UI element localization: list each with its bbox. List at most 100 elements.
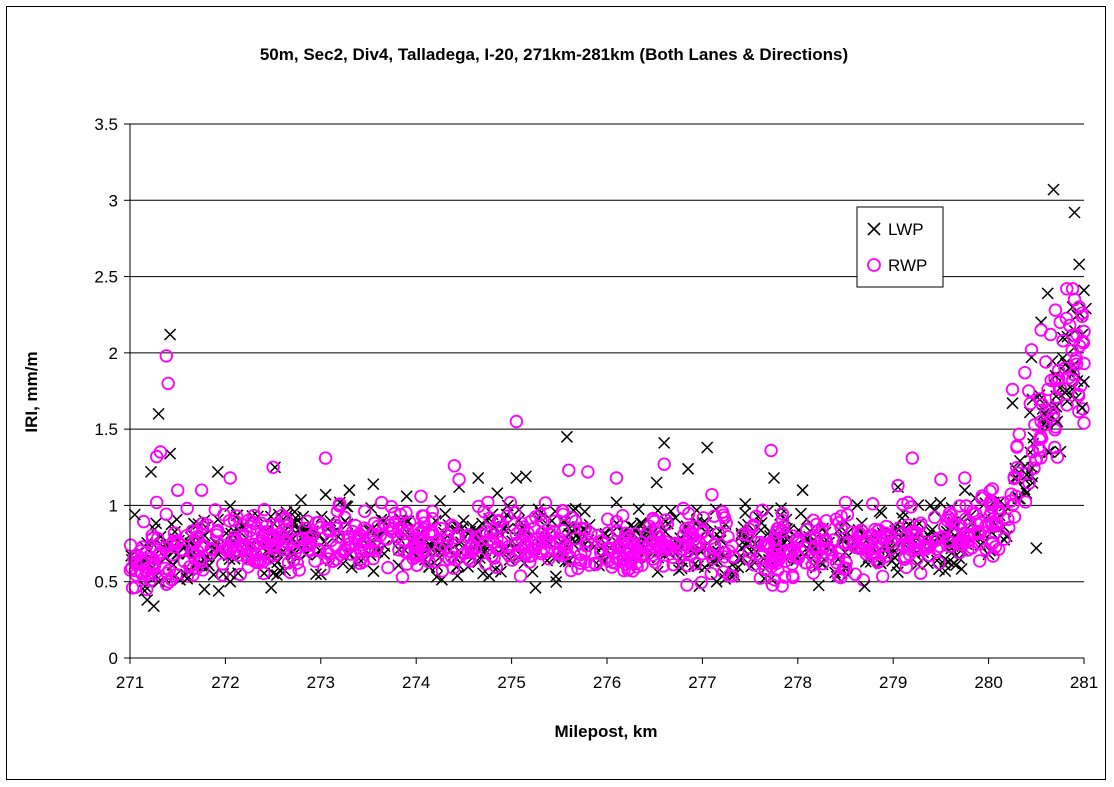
rwp-point-950 (1029, 453, 1044, 467)
rwp-point-520 (840, 508, 855, 522)
rwp-point-738 (434, 521, 449, 536)
rwp-point-489 (509, 527, 524, 541)
rwp-point-550 (564, 510, 579, 525)
rwp-point-948 (1056, 334, 1070, 348)
lwp-point-506 (851, 499, 864, 512)
rwp-point-202 (666, 558, 681, 572)
rwp-point-953 (1050, 373, 1065, 388)
rwp-point-88 (1018, 495, 1033, 509)
rwp-point-554 (896, 497, 910, 512)
rwp-point-456 (494, 535, 509, 549)
rwp-point-582 (276, 539, 291, 554)
rwp-point-549 (771, 521, 786, 536)
rwp-point-713 (682, 540, 696, 555)
rwp-point-261 (605, 560, 619, 574)
lwp-point-813 (1060, 384, 1073, 398)
rwp-point-358 (384, 500, 399, 514)
rwp-point-774 (633, 549, 647, 564)
lwp-point-801 (1020, 468, 1033, 481)
rwp-point-915 (481, 495, 495, 510)
legend-label-rwp: RWP (888, 256, 927, 275)
rwp-point-779 (881, 528, 896, 543)
rwp-point-714 (624, 550, 638, 564)
lwp-point-156 (475, 517, 489, 530)
rwp-point-720 (298, 521, 312, 536)
rwp-point-706 (966, 507, 980, 522)
rwp-point-485 (901, 538, 916, 552)
rwp-point-914 (452, 472, 466, 487)
rwp-point-827 (790, 532, 804, 546)
rwp-point-711 (680, 578, 694, 592)
lwp-point-301 (423, 560, 436, 573)
lwp-point-99 (267, 567, 280, 580)
rwp-point-571 (866, 497, 880, 511)
rwp-point-921 (676, 501, 691, 516)
rwp-point-442 (509, 536, 523, 551)
rwp-point-504 (150, 531, 165, 546)
rwp-point-709 (928, 533, 943, 548)
rwp-point-933 (1024, 343, 1039, 357)
legend-label-lwp: LWP (888, 220, 924, 239)
lwp-point-372 (794, 507, 807, 520)
rwp-point-927 (934, 472, 948, 487)
rwp-point-867 (491, 514, 506, 528)
rwp-point-830 (534, 544, 548, 559)
rwp-point-657 (513, 523, 527, 538)
rwp-point-757 (185, 561, 200, 576)
rwp-point-841 (778, 570, 792, 584)
rwp-point-884 (209, 528, 224, 542)
rwp-point-807 (547, 514, 562, 528)
rwp-point-919 (609, 471, 624, 485)
rwp-point-936 (1043, 327, 1058, 342)
rwp-point-243 (513, 569, 528, 583)
rwp-point-625 (267, 548, 282, 562)
rwp-point-697 (878, 550, 892, 564)
lwp-point-779 (400, 490, 413, 503)
rwp-point-826 (919, 541, 933, 556)
rwp-point-899 (834, 520, 848, 535)
y-tick-label-0: 0 (109, 649, 118, 668)
legend-item-rwp: RWP (867, 256, 927, 275)
lwp-point-771 (224, 575, 237, 588)
rwp-point-808 (301, 542, 316, 557)
rwp-point-923 (764, 443, 778, 458)
rwp-point-204 (1007, 510, 1022, 524)
lwp-point-457 (367, 565, 380, 578)
lwp-point-343 (624, 519, 637, 532)
rwp-point-665 (988, 540, 1003, 554)
rwp-point-535 (717, 550, 732, 564)
rwp-point-825 (667, 538, 682, 552)
rwp-point-898 (417, 516, 431, 530)
rwp-point-883 (531, 537, 546, 552)
lwp-point-366 (739, 506, 752, 520)
y-tick-label-3: 1.5 (94, 420, 118, 439)
lwp-point-793 (710, 575, 723, 588)
rwp-point-628 (403, 516, 417, 530)
lwp-point-782 (472, 471, 485, 485)
rwp-point-578 (125, 581, 140, 595)
rwp-point-905 (170, 483, 185, 497)
lwp-point-770 (212, 584, 225, 597)
rwp-point-845 (542, 552, 556, 566)
rwp-point-95 (932, 556, 946, 570)
x-tick-label-6: 277 (688, 673, 716, 692)
y-tick-label-1: 0.5 (94, 573, 118, 592)
rwp-point-748 (1035, 397, 1049, 412)
lwp-point-762 (152, 407, 165, 420)
y-axis-label: IRI, mm/m (22, 351, 41, 432)
rwp-point-669 (601, 541, 616, 555)
rwp-point-762 (953, 499, 967, 513)
lwp-point-814 (1030, 542, 1043, 555)
rwp-point-598 (417, 509, 431, 523)
rwp-point-775 (308, 554, 322, 568)
lwp-point-255 (294, 493, 308, 506)
rwp-point-539 (217, 508, 231, 522)
rwp-point-197 (538, 496, 553, 510)
rwp-point-814 (648, 555, 663, 570)
rwp-point-796 (1010, 461, 1024, 475)
legend: LWP RWP (856, 206, 944, 288)
rwp-point-832 (215, 568, 230, 582)
rwp-point-621 (502, 539, 516, 554)
lwp-point-767 (181, 572, 194, 585)
